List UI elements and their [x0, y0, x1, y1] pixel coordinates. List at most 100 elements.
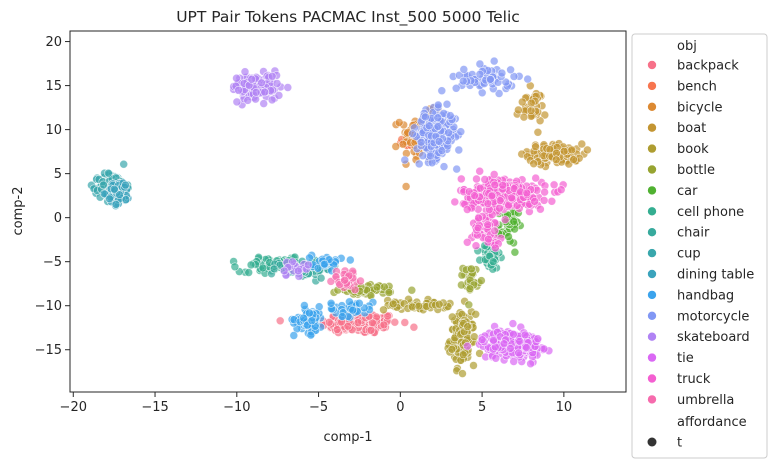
- data-point-tie: [491, 353, 501, 363]
- legend-marker-dining-table: [647, 269, 657, 279]
- data-point-book: [447, 312, 457, 322]
- legend-entry-bottle: bottle: [647, 163, 715, 178]
- legend-hue-title: obj: [677, 39, 697, 54]
- data-point-truck: [489, 170, 499, 179]
- data-point-truck: [547, 197, 557, 206]
- data-point-bicycle: [391, 142, 401, 151]
- data-point-tie: [499, 339, 509, 349]
- data-point-backpack: [332, 325, 342, 334]
- data-point-motorcycle: [433, 122, 443, 131]
- data-point-motorcycle: [418, 151, 428, 160]
- data-point-bottle: [465, 284, 475, 294]
- data-point-skateboard: [274, 91, 284, 100]
- data-point-truck: [475, 166, 485, 176]
- legend-style-entry: t: [647, 436, 682, 451]
- data-point-cup: [104, 168, 113, 178]
- y-tick-label: 20: [45, 35, 62, 50]
- data-point-truck: [471, 241, 481, 250]
- data-point-book: [458, 369, 467, 378]
- legend-entry-skateboard: skateboard: [647, 330, 750, 345]
- data-point-cup: [119, 159, 128, 169]
- legend-label-bottle: bottle: [677, 163, 715, 178]
- legend-entry-chair: chair: [647, 226, 710, 241]
- data-point-dining-table: [121, 180, 130, 190]
- data-point-motorcycle: [414, 159, 424, 169]
- data-point-tie: [477, 335, 487, 345]
- data-point-boat: [517, 97, 527, 107]
- data-point-bottle: [407, 285, 417, 295]
- data-point-handbag: [345, 255, 355, 265]
- x-tick-label: 10: [556, 400, 573, 415]
- data-point-cup: [99, 180, 108, 190]
- data-point-backpack: [324, 317, 334, 327]
- legend-style-entries: t: [647, 436, 682, 451]
- series-bottle: [329, 264, 486, 310]
- data-point-cell-phone: [244, 268, 253, 277]
- data-point-motorcycle: [424, 121, 434, 131]
- data-point-book: [458, 350, 468, 360]
- data-point-boat: [559, 146, 569, 156]
- series-backpack: [275, 310, 419, 337]
- y-tick-label: −5: [43, 255, 62, 270]
- series-handbag: [287, 251, 378, 340]
- data-point-truck: [483, 199, 493, 208]
- y-tick-label: 10: [45, 123, 62, 138]
- data-point-tie: [509, 357, 519, 366]
- series-boat: [512, 81, 592, 171]
- legend-label-car: car: [677, 184, 698, 199]
- data-point-truck: [531, 173, 541, 183]
- legend-marker-bench: [647, 81, 657, 91]
- data-point-skateboard: [272, 79, 282, 88]
- data-point-truck: [540, 187, 549, 197]
- data-point-bottle: [467, 264, 476, 274]
- data-point-handbag: [300, 301, 309, 310]
- data-point-backpack: [409, 322, 419, 332]
- data-point-bicycle: [401, 182, 411, 191]
- data-point-motorcycle: [458, 76, 468, 86]
- data-point-bicycle: [394, 118, 404, 127]
- series-truck: [450, 166, 568, 253]
- y-tick-label: −15: [35, 343, 62, 358]
- data-point-motorcycle: [451, 84, 461, 93]
- data-point-truck: [450, 197, 460, 207]
- data-point-motorcycle: [433, 100, 443, 110]
- data-point-truck: [495, 203, 504, 213]
- legend-marker-backpack: [647, 60, 657, 70]
- series-motorcycle: [400, 56, 533, 174]
- data-point-skateboard: [303, 260, 313, 270]
- legend-marker-car: [647, 185, 657, 196]
- data-point-backpack: [353, 318, 363, 327]
- legend-label-truck: truck: [677, 372, 711, 387]
- y-tick-label: 5: [54, 167, 62, 182]
- series-tie: [463, 319, 554, 369]
- data-point-skateboard: [279, 266, 289, 276]
- data-point-skateboard: [234, 85, 243, 95]
- legend-label-book: book: [677, 142, 709, 157]
- data-point-truck: [490, 180, 500, 190]
- data-point-skateboard: [267, 72, 277, 81]
- data-point-handbag: [313, 263, 323, 273]
- data-point-tie: [522, 343, 531, 352]
- legend-entry-handbag: handbag: [647, 288, 734, 303]
- data-point-umbrella: [350, 285, 360, 295]
- data-point-tie: [539, 344, 549, 354]
- x-tick-label: −10: [223, 400, 250, 415]
- data-point-motorcycle: [489, 56, 499, 66]
- data-point-handbag: [337, 312, 347, 321]
- y-tick-label: −10: [35, 299, 62, 314]
- legend-marker-skateboard: [647, 331, 657, 342]
- data-point-skateboard: [293, 266, 303, 276]
- data-point-truck: [500, 215, 510, 224]
- data-point-handbag: [306, 330, 316, 340]
- legend-label-dining-table: dining table: [677, 268, 754, 283]
- legend-entry-motorcycle: motorcycle: [647, 309, 749, 324]
- x-axis-title: comp-1: [324, 430, 373, 445]
- legend-marker-cell-phone: [647, 206, 657, 217]
- x-tick-label: −15: [141, 400, 168, 415]
- data-point-truck: [475, 183, 485, 193]
- data-point-motorcycle: [444, 128, 453, 137]
- data-point-motorcycle: [475, 59, 485, 69]
- data-point-motorcycle: [497, 68, 507, 78]
- data-point-cell-phone: [230, 262, 240, 272]
- data-point-motorcycle: [485, 75, 495, 84]
